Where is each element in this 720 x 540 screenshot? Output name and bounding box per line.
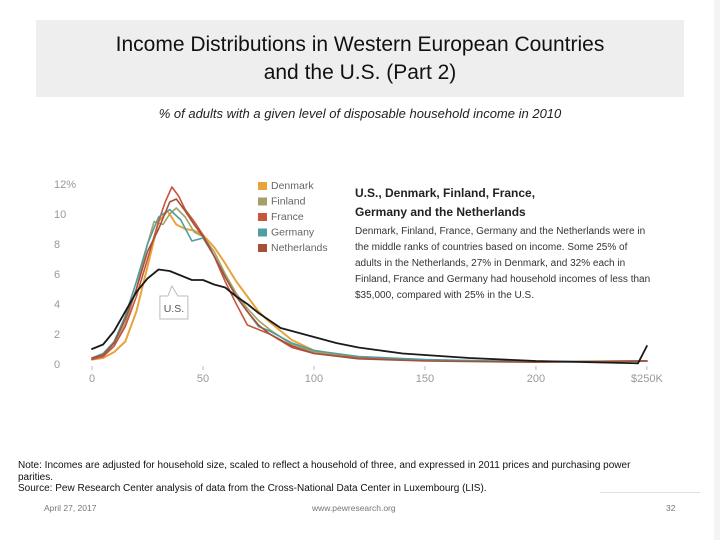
slide-title-line-2: and the U.S. (Part 2) — [263, 60, 457, 84]
y-tick-label: 8 — [54, 239, 60, 251]
legend-swatch — [258, 197, 267, 206]
income-distribution-chart: 12% 10 8 6 4 2 0 0 50 100 150 200 $250K Denmark Finl… — [54, 179, 663, 385]
y-axis: 12% 10 8 6 4 2 0 — [54, 179, 76, 371]
x-tick-label: 200 — [527, 373, 545, 385]
y-tick-label: 12% — [54, 179, 76, 191]
y-tick-label: 2 — [54, 329, 60, 341]
page-number: 32 — [666, 503, 676, 513]
legend-label: Denmark — [271, 180, 314, 192]
series-lines — [91, 186, 648, 365]
title-box: Income Distributions in Western European… — [36, 20, 684, 97]
legend-swatch — [258, 228, 267, 237]
x-axis: 0 50 100 150 200 $250K — [89, 366, 663, 385]
x-tick-label: 100 — [305, 373, 323, 385]
annotation-heading-line-1: U.S., Denmark, Finland, France, — [355, 186, 535, 200]
x-tick-label: 0 — [89, 373, 95, 385]
x-tick-label: 50 — [197, 373, 209, 385]
callout-box — [159, 284, 189, 320]
annotation-body-line-3: adults in the Netherlands, 27% in Denmar… — [355, 258, 625, 269]
annotation-body-line-4: Finland, France and Germany had househol… — [355, 274, 650, 285]
y-tick-label: 6 — [54, 269, 60, 281]
footer-rule — [600, 492, 700, 493]
annotation: U.S., Denmark, Finland, France, Germany … — [355, 186, 650, 301]
note-line-2: parities. — [18, 471, 54, 483]
chart-subtitle: % of adults with a given level of dispos… — [158, 106, 562, 121]
annotation-body-line-5: $35,000, compared with 25% in the U.S. — [355, 290, 534, 301]
note-line-1: Note: Incomes are adjusted for household… — [18, 460, 631, 471]
y-tick-label: 10 — [54, 209, 66, 221]
legend-label: Germany — [271, 227, 315, 239]
source-line: Source: Pew Research Center analysis of … — [18, 483, 487, 494]
legend-swatch — [258, 244, 267, 252]
legend: Denmark Finland France Germany Netherlands — [258, 180, 328, 254]
legend-swatch — [258, 182, 267, 190]
x-tick-label: $250K — [631, 373, 663, 385]
legend-label: France — [271, 211, 304, 223]
footnote: Note: Incomes are adjusted for household… — [18, 460, 708, 495]
annotation-heading-line-2: Germany and the Netherlands — [355, 205, 526, 219]
footer-url: www.pewresearch.org — [312, 503, 396, 513]
x-tick-label: 150 — [416, 373, 434, 385]
footer-date: April 27, 2017 — [44, 503, 97, 513]
legend-label: Finland — [271, 196, 306, 208]
annotation-body-line-2: the middle ranks of countries based on i… — [355, 242, 628, 253]
annotation-body-line-1: Denmark, Finland, France, Germany and th… — [355, 226, 645, 237]
legend-label: Netherlands — [271, 242, 328, 254]
slide-title-line-1: Income Distributions in Western European… — [115, 32, 605, 56]
slide-edge — [714, 0, 720, 540]
legend-swatch — [258, 213, 267, 221]
series-line-u-s — [91, 268, 648, 365]
us-callout: U.S. — [159, 284, 189, 320]
y-tick-label: 4 — [54, 299, 60, 311]
callout-label: U.S. — [164, 303, 184, 315]
y-tick-label: 0 — [54, 359, 60, 371]
